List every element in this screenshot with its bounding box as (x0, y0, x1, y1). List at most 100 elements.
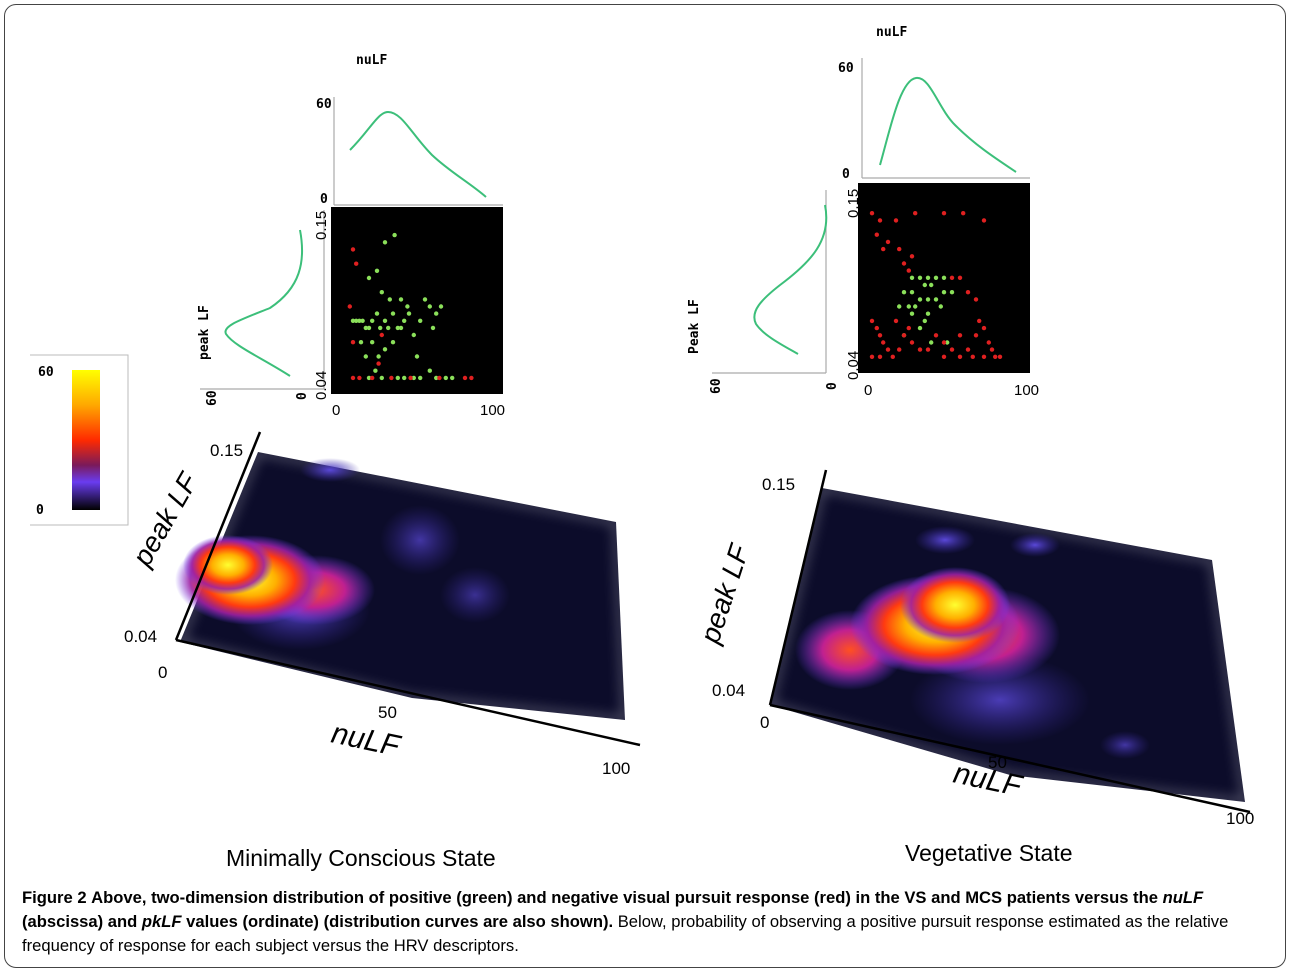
mcs-green-point (398, 325, 404, 331)
vs-nulf-density-curve (879, 77, 1017, 173)
vs-side-density-title: Peak LF (687, 299, 702, 354)
mcs-green-point (418, 318, 423, 323)
mcs-green-point (386, 325, 391, 331)
mcs-green-point (390, 340, 396, 345)
vs-surface-x-axis (769, 703, 1251, 814)
vs-red-point (906, 268, 911, 273)
mcs-top-density-tick-bottom: 0 (320, 192, 328, 207)
mcs-green-point (378, 325, 383, 331)
mcs-scatter-background (331, 207, 503, 394)
vs-green-point (917, 297, 923, 302)
mcs-green-point (379, 290, 384, 295)
vs-red-point (909, 340, 915, 345)
mcs-red-point (379, 332, 384, 338)
mcs-green-point (370, 340, 375, 345)
mcs-red-point (347, 304, 352, 309)
vs-red-point (877, 333, 883, 338)
mcs-red-point (437, 375, 442, 381)
caption-figure-label: Figure 2 (22, 888, 87, 907)
mcs-surface-x-axis (175, 638, 641, 747)
vs-red-point (881, 340, 886, 345)
mcs-green-point (350, 318, 356, 323)
vs-green-point (909, 311, 915, 316)
mcs-surface-y-axis (174, 431, 262, 641)
mcs-green-point (366, 325, 372, 331)
vs-scatter-ytick-bottom: 0.04 (845, 351, 862, 380)
mcs-green-point (379, 375, 384, 381)
mcs-green-point (374, 268, 380, 273)
mcs-top-density-title: nuLF (356, 53, 387, 68)
caption-plain: Below, probability of observing a positi… (22, 912, 1229, 955)
mcs-red-point (350, 375, 356, 381)
vs-top-density: nuLF 60 0 (838, 25, 1030, 182)
vs-green-point (922, 282, 927, 288)
vs-green-point (933, 275, 939, 280)
vs-red-point (893, 218, 899, 223)
vs-scatter-xtick-right: 100 (1014, 382, 1039, 399)
mcs-green-point (398, 297, 404, 302)
vs-red-point (897, 246, 902, 252)
mcs-green-point (395, 375, 400, 381)
vs-red-point (981, 325, 987, 331)
vs-top-density-tick-bottom: 0 (842, 167, 850, 182)
vs-red-point (949, 275, 955, 280)
mcs-side-density-title: peak LF (197, 305, 212, 360)
vs-red-point (986, 340, 991, 345)
mcs-red-point (350, 247, 356, 252)
vs-green-point (933, 297, 939, 302)
mcs-green-point (366, 275, 372, 281)
mcs-surface: peak LF 0.15 0.04 0 50 100 nuLF (124, 431, 641, 778)
caption-pklf: pkLF (141, 912, 182, 931)
vs-red-point (893, 318, 899, 324)
mcs-green-point (438, 304, 444, 309)
mcs-surface-ytick-bottom: 0.04 (124, 627, 157, 646)
mcs-green-point (411, 332, 416, 338)
mcs-scatter-ytick-top: 0.15 (313, 211, 330, 240)
mcs-scatter-xtick-left: 0 (332, 402, 340, 419)
vs-green-point (909, 290, 915, 295)
vs-red-point (877, 354, 883, 359)
mcs-surface-xtick-0: 0 (158, 663, 167, 682)
caption-bold-lead: Above, two-dimension distribution of pos… (91, 888, 1158, 907)
mcs-green-point (422, 297, 428, 302)
colorbar-legend: 60 0 (30, 354, 129, 526)
vs-green-point (929, 282, 934, 288)
vs-scatter-xtick-left: 0 (864, 382, 872, 399)
mcs-scatter-xtick-right: 100 (480, 402, 505, 419)
vs-red-point (881, 246, 886, 252)
mcs-green-point (395, 325, 400, 331)
vs-side-density-tick-right: 0 (825, 382, 840, 390)
vs-red-point (997, 354, 1003, 359)
vs-red-point (901, 261, 907, 266)
vs-red-point (901, 333, 907, 338)
vs-scatter-ytick-top: 0.15 (845, 189, 862, 218)
mcs-side-density: peak LF 60 0 (197, 210, 325, 406)
vs-red-point (933, 333, 939, 338)
mcs-surface-xtick-100: 100 (602, 759, 630, 778)
mcs-green-point (373, 368, 378, 373)
vs-red-point (917, 347, 923, 352)
vs-green-point (945, 340, 950, 345)
vs-red-point (957, 333, 963, 338)
vs-red-point (925, 347, 931, 352)
vs-green-point (922, 318, 927, 324)
vs-condition-label: Vegetative State (905, 840, 1073, 866)
vs-green-point (917, 325, 923, 331)
mcs-green-point (363, 325, 368, 331)
mcs-red-point (354, 261, 359, 266)
vs-side-density-tick-left: 60 (709, 378, 724, 394)
mcs-top-density: nuLF 60 0 (316, 53, 503, 207)
mcs-green-point (411, 375, 416, 381)
mcs-red-point (350, 340, 356, 345)
vs-green-point (925, 275, 931, 280)
mcs-green-point (387, 297, 392, 302)
mcs-green-point (360, 318, 365, 323)
vs-red-point (885, 347, 891, 352)
vs-green-point (906, 304, 911, 309)
mcs-green-point (434, 375, 439, 381)
vs-red-point (957, 275, 963, 280)
vs-red-point (981, 218, 987, 223)
vs-surface-ytick-bottom: 0.04 (712, 681, 745, 700)
caption-nulf: nuLF (1162, 888, 1204, 907)
mcs-surface-base (180, 452, 625, 720)
